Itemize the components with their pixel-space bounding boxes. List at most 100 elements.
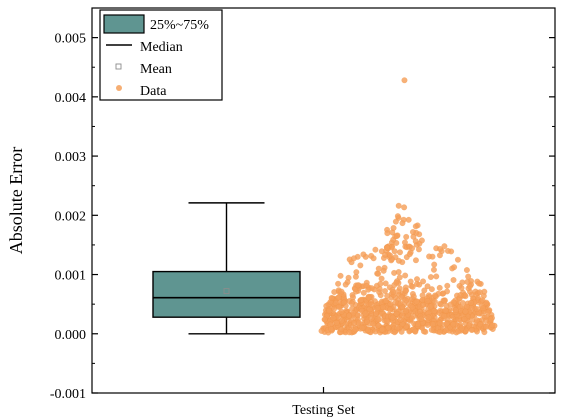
legend-label: 25%~75% (150, 18, 209, 33)
data-point (392, 299, 399, 306)
data-point (387, 306, 394, 313)
data-point (421, 287, 428, 294)
data-point (318, 328, 325, 334)
data-point (481, 329, 488, 336)
data-point (382, 288, 388, 294)
data-point (393, 279, 400, 286)
data-point (335, 294, 342, 301)
data-point (412, 238, 419, 245)
data-point (428, 286, 435, 293)
data-point (409, 245, 416, 252)
data-point (372, 310, 379, 317)
data-point (374, 305, 381, 311)
legend-label: Median (140, 40, 183, 55)
data-point (365, 286, 372, 293)
data-point (477, 321, 483, 328)
data-point (384, 230, 391, 237)
data-point (425, 314, 432, 321)
data-point (420, 278, 427, 285)
data-point (384, 292, 391, 299)
data-point (431, 261, 438, 268)
data-point (401, 204, 408, 211)
data-point (364, 318, 371, 325)
data-point (409, 229, 416, 235)
data-point (450, 277, 457, 283)
data-point (402, 287, 409, 294)
data-point (399, 220, 406, 227)
data-point (427, 303, 434, 310)
data-point (438, 301, 445, 308)
data-point (430, 266, 437, 273)
data-point (401, 77, 408, 84)
data-point (403, 308, 409, 315)
data-point (384, 244, 391, 251)
y-tick-label: 0.003 (55, 150, 87, 165)
data-point (424, 297, 431, 304)
data-point (433, 273, 440, 280)
y-tick-label: 0.005 (55, 32, 87, 47)
y-axis-title: Absolute Error (6, 147, 26, 254)
data-point (390, 225, 397, 231)
data-point (374, 316, 381, 323)
data-point (412, 328, 419, 335)
data-point (395, 202, 402, 209)
data-point (462, 308, 469, 315)
data-point (377, 280, 384, 287)
mean-marker (223, 288, 230, 295)
data-point (436, 284, 443, 291)
data-point (458, 325, 465, 332)
data-point (375, 270, 382, 277)
data-point (397, 249, 403, 256)
y-tick-label: 0.002 (55, 209, 87, 224)
data-point (447, 301, 454, 308)
data-point (387, 252, 394, 259)
data-point (418, 315, 425, 322)
data-point (463, 267, 470, 274)
data-point (431, 298, 438, 305)
data-point (333, 320, 340, 326)
data-point (403, 233, 410, 240)
data-point (365, 294, 372, 301)
data-point (379, 326, 386, 333)
data-point (457, 292, 464, 298)
data-point (419, 301, 426, 308)
data-point (383, 317, 390, 324)
data-point (489, 322, 496, 329)
data-point (382, 251, 388, 258)
box-iqr (152, 270, 301, 318)
data-point (441, 243, 448, 250)
data-point (395, 269, 402, 275)
data-point (483, 323, 490, 330)
data-point (383, 298, 390, 304)
data-point (335, 280, 342, 287)
data-point (338, 326, 345, 333)
data-point (331, 289, 338, 295)
data-point (338, 288, 345, 295)
data-point (368, 301, 375, 308)
data-point (444, 247, 451, 254)
y-tick-label: 0.000 (55, 328, 87, 343)
data-point (444, 282, 451, 289)
data-point (413, 298, 420, 305)
data-point (328, 295, 335, 301)
data-point (390, 289, 397, 296)
data-point (480, 305, 486, 312)
data-point (357, 262, 364, 269)
data-point (353, 269, 360, 276)
data-point (380, 267, 387, 274)
legend-swatch-mean (115, 63, 122, 70)
data-point (375, 322, 382, 329)
data-point (338, 317, 345, 324)
data-point (328, 326, 335, 333)
data-point (389, 314, 396, 321)
data-point (479, 297, 486, 304)
data-point (335, 304, 342, 311)
data-point (385, 324, 392, 331)
data-point (483, 317, 490, 324)
data-point (375, 265, 382, 272)
data-point (431, 308, 438, 315)
data-point (428, 326, 435, 333)
data-point (402, 272, 409, 279)
data-point (458, 285, 465, 291)
